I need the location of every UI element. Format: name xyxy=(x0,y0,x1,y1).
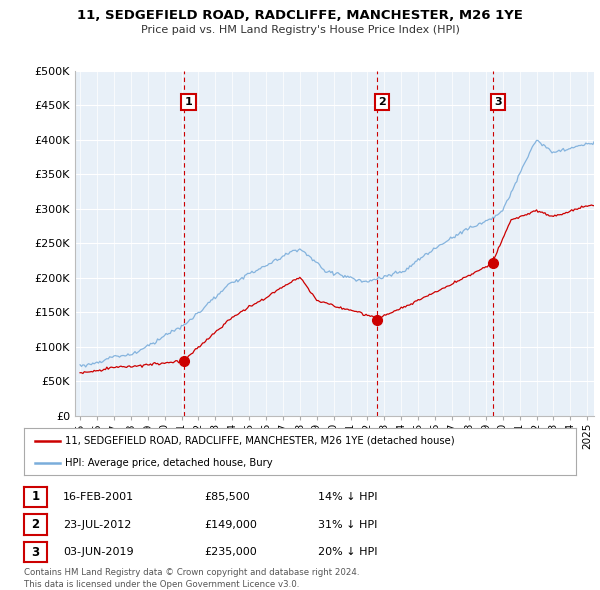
Text: 3: 3 xyxy=(31,546,40,559)
Text: 11, SEDGEFIELD ROAD, RADCLIFFE, MANCHESTER, M26 1YE: 11, SEDGEFIELD ROAD, RADCLIFFE, MANCHEST… xyxy=(77,9,523,22)
Text: 3: 3 xyxy=(494,97,502,107)
Text: HPI: Average price, detached house, Bury: HPI: Average price, detached house, Bury xyxy=(65,458,273,468)
Text: £235,000: £235,000 xyxy=(204,548,257,557)
Text: 16-FEB-2001: 16-FEB-2001 xyxy=(63,492,134,502)
Text: 2: 2 xyxy=(378,97,386,107)
Text: 31% ↓ HPI: 31% ↓ HPI xyxy=(318,520,377,529)
Text: 1: 1 xyxy=(185,97,193,107)
Text: Contains HM Land Registry data © Crown copyright and database right 2024.
This d: Contains HM Land Registry data © Crown c… xyxy=(24,568,359,589)
Text: 14% ↓ HPI: 14% ↓ HPI xyxy=(318,492,377,502)
Text: 03-JUN-2019: 03-JUN-2019 xyxy=(63,548,134,557)
Text: Price paid vs. HM Land Registry's House Price Index (HPI): Price paid vs. HM Land Registry's House … xyxy=(140,25,460,35)
Text: 20% ↓ HPI: 20% ↓ HPI xyxy=(318,548,377,557)
Text: £85,500: £85,500 xyxy=(204,492,250,502)
Text: £149,000: £149,000 xyxy=(204,520,257,529)
Text: 2: 2 xyxy=(31,518,40,531)
Text: 11, SEDGEFIELD ROAD, RADCLIFFE, MANCHESTER, M26 1YE (detached house): 11, SEDGEFIELD ROAD, RADCLIFFE, MANCHEST… xyxy=(65,436,455,446)
Text: 23-JUL-2012: 23-JUL-2012 xyxy=(63,520,131,529)
Text: 1: 1 xyxy=(31,490,40,503)
